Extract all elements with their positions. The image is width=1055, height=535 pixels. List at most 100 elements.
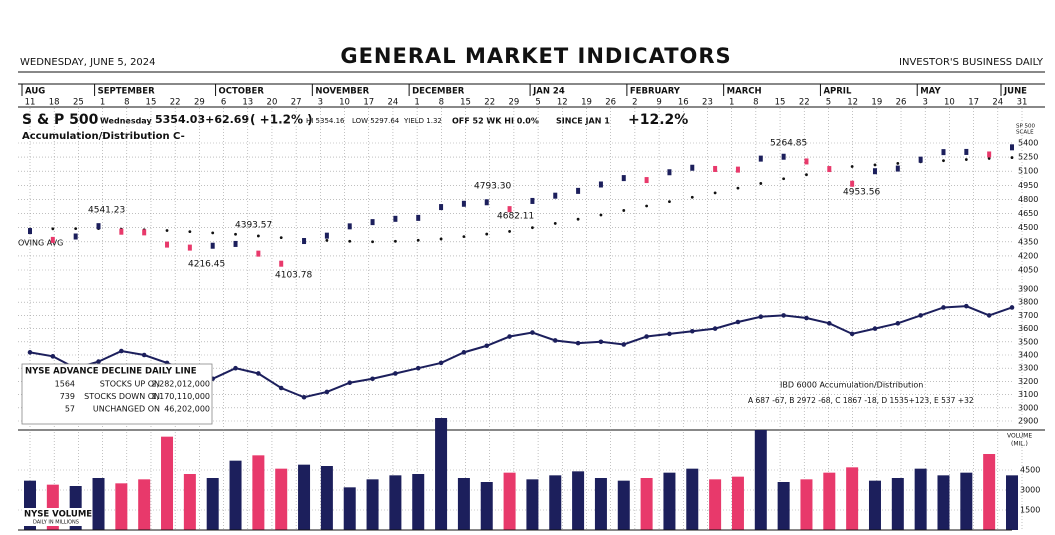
price-bar bbox=[439, 204, 444, 211]
volume-bar bbox=[412, 474, 425, 530]
y2-tick-label: 3000 bbox=[1018, 403, 1038, 412]
day-label: 22 bbox=[799, 98, 810, 108]
price-bar bbox=[713, 165, 718, 172]
scale-label: SCALE bbox=[1016, 130, 1034, 136]
day-label: 24 bbox=[388, 98, 399, 108]
price-bar bbox=[347, 223, 352, 230]
day-label: 12 bbox=[847, 98, 858, 108]
ad-point bbox=[507, 334, 512, 339]
ad-point bbox=[438, 360, 444, 366]
price-bar bbox=[507, 206, 512, 213]
price-bar bbox=[576, 187, 581, 194]
nyse-box-title: NYSE ADVANCE DECLINE DAILY LINE bbox=[25, 367, 197, 377]
day-label: 3 bbox=[923, 98, 928, 108]
price-bar bbox=[621, 175, 626, 182]
day-label: 15 bbox=[460, 98, 471, 108]
volume-sub: DAILY IN MILLIONS bbox=[33, 520, 79, 526]
annotation: 4953.56 bbox=[843, 188, 880, 198]
price-bar bbox=[256, 250, 261, 257]
volume-bar bbox=[1006, 475, 1018, 530]
y-tick-label: 4350 bbox=[1018, 237, 1038, 246]
y2-tick-label: 3500 bbox=[1018, 337, 1038, 346]
ad-point bbox=[461, 350, 467, 355]
moving-average-dot bbox=[348, 239, 352, 243]
moving-average-dot bbox=[256, 234, 260, 238]
day-label: 5 bbox=[826, 98, 831, 108]
moving-average-dot bbox=[964, 158, 968, 161]
day-label: 1 bbox=[414, 98, 419, 108]
annotation: 4393.57 bbox=[235, 221, 272, 231]
moving-average-dot bbox=[279, 236, 283, 240]
acc-dist: Accumulation/Distribution C- bbox=[22, 131, 185, 142]
moving-average-dot bbox=[690, 195, 694, 199]
ad-point bbox=[141, 352, 147, 358]
volume-name-box bbox=[22, 508, 92, 526]
month-label: NOVEMBER bbox=[315, 87, 369, 97]
nyse-count: 57 bbox=[65, 405, 75, 414]
close: 5354.03+62.69 bbox=[155, 113, 249, 126]
volume-bar bbox=[594, 478, 607, 530]
price-bar bbox=[850, 180, 855, 187]
moving-average-dot bbox=[165, 229, 169, 232]
price-bar bbox=[96, 223, 101, 230]
volume-bar bbox=[754, 430, 767, 530]
moving-average-dot bbox=[393, 239, 397, 243]
price-bar bbox=[28, 228, 32, 235]
off-high: OFF 52 WK HI 0.0% bbox=[452, 117, 539, 126]
price-bar bbox=[187, 244, 192, 251]
ad-point bbox=[918, 313, 923, 318]
ad-point bbox=[849, 331, 855, 337]
volume-tick-label: 4500 bbox=[1020, 466, 1040, 475]
price-bar bbox=[461, 200, 466, 207]
y2-tick-label: 3700 bbox=[1018, 311, 1038, 320]
ytd: +12.2% bbox=[628, 112, 688, 128]
volume-label: (MIL.) bbox=[1011, 441, 1028, 448]
nyse-count: 1564 bbox=[55, 380, 75, 389]
volume-tick-label: 1500 bbox=[1020, 506, 1040, 515]
y-tick-label: 5250 bbox=[1018, 153, 1038, 162]
volume-bar bbox=[457, 478, 470, 530]
volume-tick-label: 3000 bbox=[1020, 486, 1040, 495]
moving-average-dot bbox=[325, 238, 329, 242]
day-label: 19 bbox=[581, 98, 592, 108]
day-label: 5 bbox=[535, 98, 540, 108]
ad-point bbox=[233, 365, 238, 371]
month-label: FEBRUARY bbox=[630, 87, 681, 97]
ad-point bbox=[530, 330, 535, 335]
day-label: 8 bbox=[124, 98, 129, 108]
ad-point bbox=[895, 321, 901, 326]
moving-average-dot bbox=[713, 191, 717, 195]
moving-average-dot bbox=[736, 186, 740, 190]
annotation: 4216.45 bbox=[188, 260, 225, 270]
moving-average-dot bbox=[416, 238, 420, 242]
publisher: INVESTOR'S BUSINESS DAILY bbox=[899, 57, 1044, 68]
volume-bar bbox=[320, 466, 333, 530]
nyse-volume: 2,282,012,000 bbox=[151, 380, 210, 389]
month-label: JUNE bbox=[1003, 87, 1027, 97]
volume-bar bbox=[183, 474, 196, 530]
month-label: JAN 24 bbox=[532, 87, 565, 97]
ad-point bbox=[758, 314, 764, 320]
ad-point bbox=[827, 321, 832, 326]
ad-point bbox=[575, 340, 581, 346]
moving-average-dot bbox=[987, 157, 991, 160]
hi: HI 5354.16 bbox=[306, 117, 345, 125]
moving-average-dot bbox=[371, 240, 374, 244]
ad-point bbox=[941, 305, 946, 310]
y-tick-label: 5400 bbox=[1018, 139, 1038, 148]
price-bar bbox=[781, 153, 786, 160]
volume-bar bbox=[800, 479, 813, 530]
y-tick-label: 4800 bbox=[1018, 195, 1038, 204]
y-tick-label: 4200 bbox=[1018, 251, 1038, 260]
ad-point bbox=[598, 339, 604, 345]
moving-average-dot bbox=[942, 159, 945, 163]
volume-bar bbox=[366, 479, 379, 530]
moving-average-dot bbox=[576, 217, 580, 221]
volume-bar bbox=[343, 487, 356, 530]
nyse-volume: 1,170,110,000 bbox=[151, 392, 210, 401]
ad-point bbox=[119, 348, 124, 354]
price-bar bbox=[804, 158, 809, 165]
weekday: Wednesday bbox=[100, 117, 152, 126]
ad-point bbox=[644, 334, 649, 339]
month-label: APRIL bbox=[823, 87, 852, 97]
